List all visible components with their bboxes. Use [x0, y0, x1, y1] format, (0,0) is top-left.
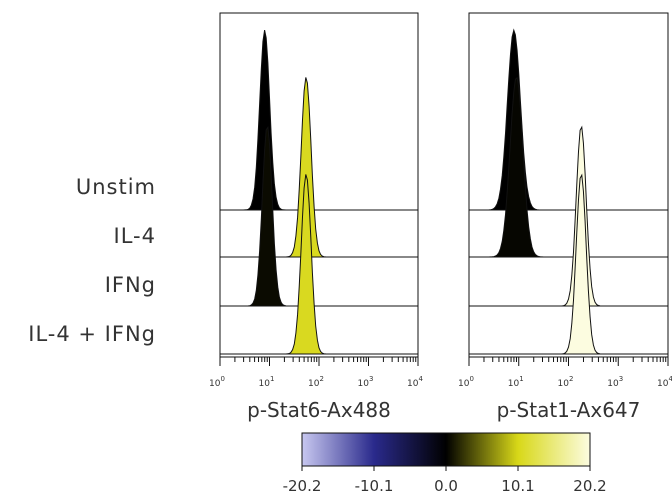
x-axis-label-panel1: p-Stat6-Ax488 — [247, 398, 391, 422]
x-axis-label-panel2: p-Stat1-Ax647 — [497, 398, 641, 422]
panel-frame-1 — [219, 12, 419, 358]
x-tick-label-panel2: 102 — [558, 375, 574, 389]
row-label-unstim: Unstim — [75, 175, 156, 199]
x-tick-label-panel2: 103 — [607, 375, 623, 389]
x-tick-label-panel1: 103 — [358, 375, 374, 389]
x-tick-label-panel2: 100 — [458, 375, 474, 389]
x-tick-label-panel1: 102 — [308, 375, 324, 389]
x-tick-label-panel1: 100 — [209, 375, 225, 389]
colorbar-tick-label: -20.2 — [283, 477, 322, 495]
colorbar-tick-label: 0.0 — [434, 477, 458, 495]
colorbar-tick-label: 10.1 — [501, 477, 534, 495]
colorbar-tick-label: 20.2 — [573, 477, 606, 495]
x-tick-label-panel1: 101 — [259, 375, 275, 389]
row-label-il4-ifng: IL-4 + IFNg — [28, 322, 156, 346]
colorbar — [301, 432, 591, 467]
colorbar-tick-label: -10.1 — [355, 477, 394, 495]
x-tick-label-panel2: 104 — [657, 375, 672, 389]
row-label-ifng: IFNg — [104, 273, 156, 297]
row-label-il4: IL-4 — [113, 224, 156, 248]
x-tick-label-panel1: 104 — [407, 375, 423, 389]
x-tick-label-panel2: 101 — [508, 375, 524, 389]
